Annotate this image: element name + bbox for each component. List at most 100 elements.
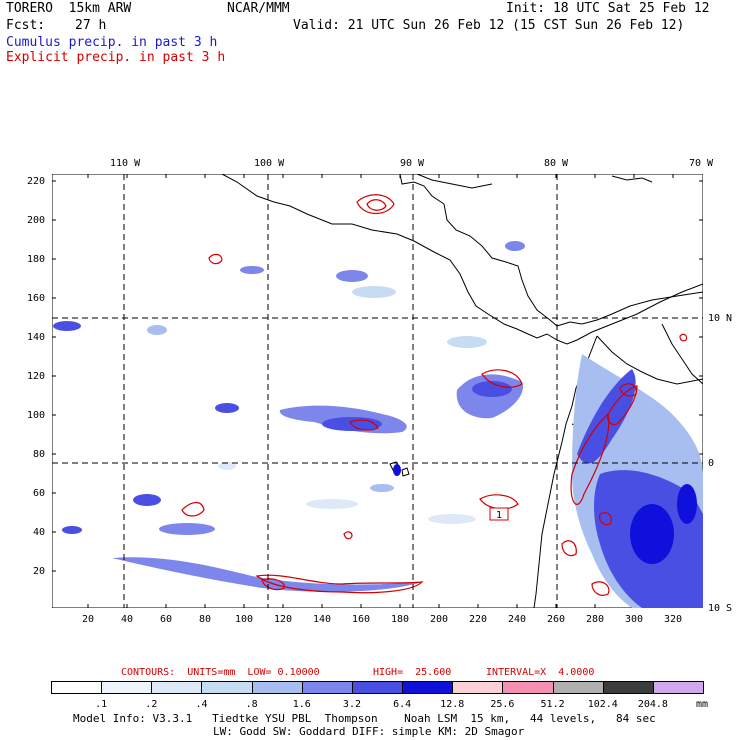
forecast-hour: 27 h xyxy=(75,18,107,33)
explicit-contour xyxy=(356,194,395,215)
colorbar-label: 12.8 xyxy=(440,699,465,710)
model-physics: LW: Godd SW: Goddard DIFF: simple KM: 2D… xyxy=(213,725,525,738)
contour-high: HIGH= 25.600 xyxy=(373,667,452,678)
colorbar-swatch xyxy=(452,681,504,694)
y-tick: 180 xyxy=(27,254,46,265)
lon-label-90w: 90 W xyxy=(400,158,425,169)
y-tick: 20 xyxy=(33,566,46,577)
colorbar-label: 25.6 xyxy=(490,699,515,710)
x-tick: 140 xyxy=(313,614,332,625)
init-time: Init: 18 UTC Sat 25 Feb 12 xyxy=(506,1,710,16)
explicit-contour xyxy=(349,419,379,431)
caribbean-coast xyxy=(556,291,703,327)
cumulus-cell xyxy=(336,270,368,282)
lon-label-80w: 80 W xyxy=(544,158,569,169)
cumulus-cell xyxy=(352,286,396,298)
x-tick: 20 xyxy=(82,614,95,625)
explicit-contour xyxy=(679,333,688,342)
colorbar-label: 51.2 xyxy=(540,699,565,710)
valid-time: Valid: 21 UTC Sun 26 Feb 12 (15 CST Sun … xyxy=(293,18,685,33)
explicit-contour xyxy=(607,385,638,426)
colorbar-swatch xyxy=(51,681,103,694)
y-tick: 80 xyxy=(33,449,46,460)
cumulus-cell xyxy=(505,241,525,251)
cumulus-cell xyxy=(159,523,215,535)
model-info: Model Info: V3.3.1 Tiedtke YSU PBL Thomp… xyxy=(73,712,656,725)
contour-interval: INTERVAL=X 4.0000 xyxy=(486,667,595,678)
explicit-contour xyxy=(479,494,519,510)
cumulus-cell xyxy=(630,504,674,564)
colorbar-label: 102.4 xyxy=(587,699,618,710)
colorbar-label: .1 xyxy=(95,699,108,710)
x-tick: 180 xyxy=(391,614,410,625)
x-tick: 240 xyxy=(508,614,527,625)
y-tick: 120 xyxy=(27,371,46,382)
cumulus-cell xyxy=(147,325,167,335)
explicit-contour xyxy=(619,383,637,397)
x-tick: 280 xyxy=(586,614,605,625)
cumulus-cell xyxy=(215,403,239,413)
colorbar-swatch xyxy=(602,681,654,694)
y-tick: 40 xyxy=(33,527,46,538)
y-tick: 60 xyxy=(33,488,46,499)
explicit-contour xyxy=(255,574,424,594)
venezuela-border xyxy=(661,323,703,385)
cumulus-cell xyxy=(447,336,487,348)
explicit-contour xyxy=(561,540,577,557)
lat-label-10s: 10 S xyxy=(708,603,733,614)
x-tick: 300 xyxy=(625,614,644,625)
explicit-contour xyxy=(591,581,610,596)
model-title: TORERO 15km ARW xyxy=(6,1,132,16)
cumulus-cell xyxy=(53,321,81,331)
explicit-contour xyxy=(261,578,285,591)
yucatan-coast xyxy=(399,174,558,327)
cumulus-cell xyxy=(62,526,82,534)
colorbar-swatch xyxy=(552,681,604,694)
colorbar-swatch xyxy=(502,681,554,694)
explicit-contour xyxy=(599,512,612,526)
cuba-island xyxy=(416,174,493,189)
colorbar-label: 204.8 xyxy=(637,699,668,710)
colorbar-swatch xyxy=(301,681,353,694)
colombia-border xyxy=(596,335,703,385)
explicit-contour xyxy=(208,253,223,265)
x-tick: 200 xyxy=(430,614,449,625)
y-tick: 200 xyxy=(27,215,46,226)
y-tick: 160 xyxy=(27,293,46,304)
explicit-contour xyxy=(181,501,205,517)
colorbar-swatch xyxy=(251,681,303,694)
forecast-label: Fcst: xyxy=(6,18,46,33)
colorbar-label: .2 xyxy=(145,699,158,710)
colorbar-swatch xyxy=(652,681,704,694)
precipitation-map: 1 xyxy=(52,174,703,608)
x-tick: 120 xyxy=(274,614,293,625)
x-tick: 60 xyxy=(160,614,173,625)
colorbar-swatch xyxy=(351,681,404,694)
colorbar-label: 3.2 xyxy=(342,699,361,710)
explicit-contour xyxy=(366,199,387,211)
colorbar-label: .8 xyxy=(245,699,258,710)
cumulus-cell xyxy=(218,462,236,470)
cumulus-cell xyxy=(472,381,512,397)
x-tick: 80 xyxy=(199,614,212,625)
explicit-label-box xyxy=(489,507,509,521)
explicit-label: 1 xyxy=(496,510,502,521)
legend-explicit: Explicit precip. in past 3 h xyxy=(6,50,226,65)
hispaniola-island xyxy=(611,175,653,183)
graticule xyxy=(52,174,703,608)
cumulus-cell xyxy=(133,494,161,506)
y-tick: 140 xyxy=(27,332,46,343)
colorbar-label: .4 xyxy=(195,699,208,710)
colorbar-label: 1.6 xyxy=(292,699,311,710)
x-tick: 160 xyxy=(352,614,371,625)
y-tick: 220 xyxy=(27,176,46,187)
explicit-contour xyxy=(570,412,610,505)
explicit-contour xyxy=(481,369,523,388)
cumulus-cell xyxy=(370,484,394,492)
colorbar-swatch xyxy=(101,681,153,694)
explicit-precip xyxy=(181,194,688,596)
x-tick: 100 xyxy=(235,614,254,625)
colorbar-swatch xyxy=(151,681,203,694)
x-tick: 40 xyxy=(121,614,134,625)
cumulus-cell xyxy=(428,514,476,524)
